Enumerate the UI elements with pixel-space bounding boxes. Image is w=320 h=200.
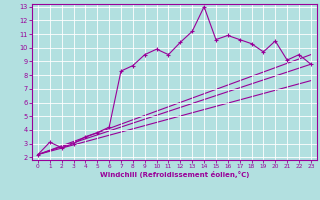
X-axis label: Windchill (Refroidissement éolien,°C): Windchill (Refroidissement éolien,°C) — [100, 171, 249, 178]
